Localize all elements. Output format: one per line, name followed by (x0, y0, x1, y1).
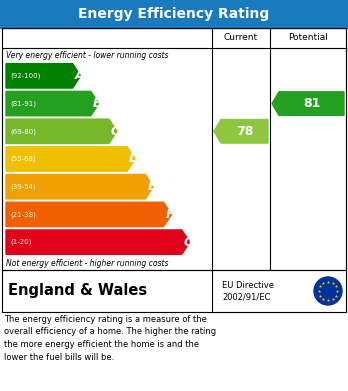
Text: (1-20): (1-20) (10, 239, 31, 246)
Text: C: C (111, 125, 120, 138)
Polygon shape (272, 92, 344, 115)
Polygon shape (6, 202, 172, 227)
Text: (92-100): (92-100) (10, 73, 40, 79)
Polygon shape (6, 147, 135, 171)
Text: Very energy efficient - lower running costs: Very energy efficient - lower running co… (6, 50, 168, 59)
Text: Energy Efficiency Rating: Energy Efficiency Rating (78, 7, 270, 21)
Text: F: F (166, 208, 174, 221)
Text: (55-68): (55-68) (10, 156, 36, 162)
Text: (39-54): (39-54) (10, 183, 36, 190)
Bar (0, 0, 348, 28)
Polygon shape (6, 174, 153, 199)
Text: G: G (184, 236, 194, 249)
Text: Current: Current (224, 34, 258, 43)
Text: E: E (148, 180, 156, 193)
Text: The energy efficiency rating is a measure of the
overall efficiency of a home. T: The energy efficiency rating is a measur… (4, 315, 216, 362)
Text: (69-80): (69-80) (10, 128, 36, 135)
Text: (81-91): (81-91) (10, 100, 36, 107)
Text: A: A (75, 69, 84, 83)
Polygon shape (214, 120, 268, 143)
Text: England & Wales: England & Wales (8, 283, 147, 298)
Text: Potential: Potential (288, 34, 328, 43)
Text: Not energy efficient - higher running costs: Not energy efficient - higher running co… (6, 258, 168, 267)
Text: 78: 78 (236, 125, 253, 138)
Text: B: B (93, 97, 102, 110)
Polygon shape (6, 64, 81, 88)
Polygon shape (6, 119, 117, 143)
Text: (21-38): (21-38) (10, 211, 36, 218)
Text: EU Directive
2002/91/EC: EU Directive 2002/91/EC (222, 281, 274, 301)
Polygon shape (6, 91, 99, 116)
Bar (2, 28, 346, 270)
Bar (2, 270, 346, 312)
Polygon shape (6, 230, 190, 254)
Text: D: D (129, 152, 140, 165)
Text: 81: 81 (303, 97, 320, 110)
Circle shape (314, 277, 342, 305)
